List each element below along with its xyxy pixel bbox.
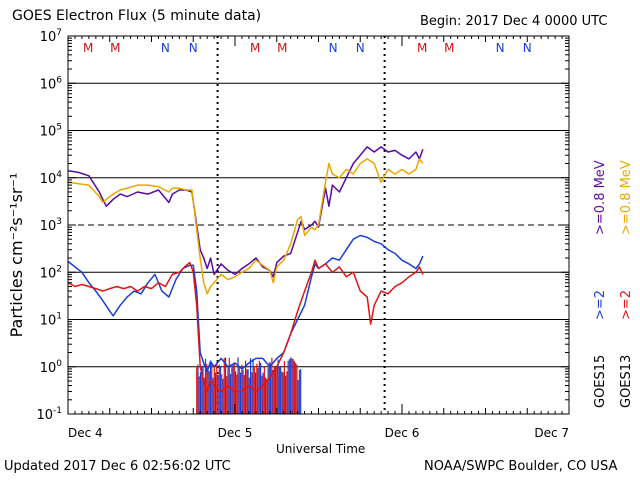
marker-m: M [277,41,287,55]
x-tick-label: Dec 7 [534,426,569,440]
legend-entry: GOES15 [593,355,608,408]
y-tick-label: 105 [40,123,62,140]
series-line-goes13-0-8-mev [68,158,424,295]
marker-m: M [83,41,93,55]
series-group [68,146,424,414]
y-tick-label: 100 [40,359,63,376]
marker-n: N [161,41,170,55]
marker-m: M [417,41,427,55]
legend-entry: >=2 [593,290,608,320]
begin-time-label: Begin: 2017 Dec 4 0000 UTC [420,14,608,29]
y-tick-label: 103 [40,217,62,234]
series-line-goes15-0-8-mev [68,146,424,278]
y-tick-label: 104 [40,170,63,187]
y-tick-label: 101 [40,312,62,329]
marker-m: M [250,41,260,55]
marker-n: N [523,41,532,55]
series-line-goes15-2-mev [68,234,424,373]
y-tick-label: 102 [40,264,62,281]
page-title: GOES Electron Flux (5 minute data) [12,8,262,24]
y-tick-label: 10-1 [36,406,62,423]
marker-n: N [356,41,365,55]
x-tick-label: Dec 4 [68,426,103,440]
y-tick-label: 107 [40,28,62,45]
updated-timestamp: Updated 2017 Dec 6 02:56:02 UTC [4,459,231,474]
marker-n: N [496,41,505,55]
grid-lines [68,82,569,368]
legend-entry: >=0.8 MeV [593,160,608,235]
marker-n: N [189,41,198,55]
legend-entry: >=0.8 MeV [619,160,634,235]
y-axis-label: Particles cm⁻²s⁻¹sr⁻¹ [7,173,26,338]
series-line-goes13-2-mev [68,259,424,393]
legend: GOES15 >=2 >=0.8 MeV GOES13 >=2 >=0.8 MeV [593,160,634,408]
marker-n: N [329,41,338,55]
x-tick-label: Dec 6 [385,426,420,440]
y-tick-label: 106 [40,75,63,92]
x-axis-label: Universal Time [276,442,366,456]
marker-m: M [110,41,120,55]
credit-label: NOAA/SWPC Boulder, CO USA [424,459,618,474]
x-axis-ticks: Dec 4 Dec 5 Dec 6 Dec 7 [67,36,570,440]
legend-entry: >=2 [619,290,634,320]
y-axis-ticks: 107 106 105 104 103 102 101 100 10-1 [36,28,569,423]
x-tick-label: Dec 5 [218,426,253,440]
legend-entry: GOES13 [619,355,634,408]
marker-m: M [444,41,454,55]
